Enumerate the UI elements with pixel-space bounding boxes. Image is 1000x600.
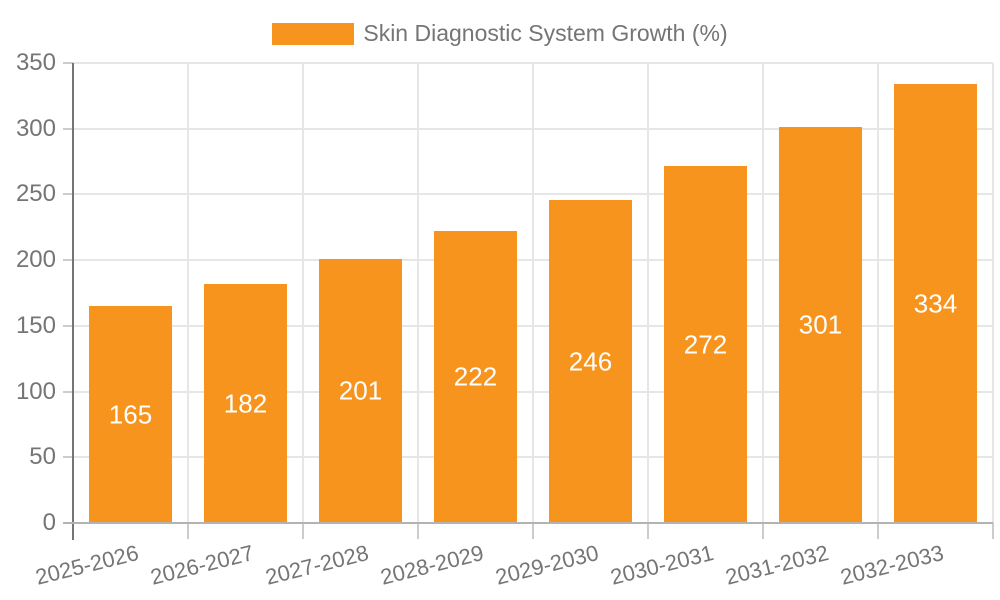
bar-value-label: 272: [683, 329, 728, 359]
v-gridline: [187, 63, 189, 523]
bar-value-label: 222: [453, 361, 498, 392]
legend-swatch-icon: [272, 22, 355, 45]
bar[interactable]: 165: [89, 306, 172, 523]
x-tick: [992, 523, 994, 539]
x-tick-label: 2029-2030: [492, 540, 601, 590]
x-tick: [532, 523, 534, 539]
plot-area: 165 182 201 222 246 272 301 334: [63, 62, 994, 540]
bar[interactable]: 334: [894, 84, 977, 523]
y-tick: [63, 390, 73, 393]
bar-value-label: 201: [338, 375, 383, 406]
x-tick-label: 2030-2031: [607, 540, 716, 590]
y-tick: [63, 62, 73, 64]
bar[interactable]: 301: [779, 127, 862, 523]
y-tick-label: 0: [42, 509, 56, 536]
y-tick: [63, 193, 73, 196]
y-tick-label: 200: [15, 246, 56, 274]
x-tick: [302, 523, 304, 539]
x-tick-label: 2025-2026: [32, 540, 141, 590]
bar[interactable]: 222: [434, 231, 517, 523]
legend[interactable]: Skin Diagnostic System Growth (%): [0, 20, 1000, 47]
x-tick: [417, 523, 419, 539]
y-tick-label: 250: [15, 180, 56, 208]
y-tick-label: 100: [15, 377, 56, 405]
v-gridline: [762, 63, 764, 523]
x-axis-line: [63, 522, 993, 524]
x-tick-label: 2026-2027: [147, 540, 256, 590]
x-tick-label: 2027-2028: [262, 540, 371, 590]
y-tick: [63, 127, 73, 130]
y-axis-line: [72, 63, 74, 540]
y-tick-label: 50: [29, 443, 56, 471]
y-tick-label: 300: [15, 114, 56, 142]
y-tick-label: 150: [15, 311, 56, 339]
x-tick: [647, 523, 649, 539]
y-tick: [63, 324, 73, 327]
x-tick: [762, 523, 764, 539]
bar[interactable]: 246: [549, 200, 632, 523]
y-tick-label: 350: [15, 49, 56, 76]
bar-value-label: 182: [223, 388, 268, 418]
v-gridline: [302, 63, 304, 523]
v-gridline: [532, 63, 534, 523]
x-tick-label: 2028-2029: [377, 540, 486, 590]
v-gridline: [992, 63, 994, 523]
x-tick: [877, 523, 879, 539]
bar-value-label: 246: [568, 346, 613, 376]
bar[interactable]: 182: [204, 284, 287, 523]
bar[interactable]: 272: [664, 166, 747, 523]
legend-label: Skin Diagnostic System Growth (%): [363, 20, 728, 46]
x-tick-label: 2031-2032: [722, 540, 831, 590]
v-gridline: [417, 63, 419, 523]
y-tick: [63, 259, 73, 262]
bar-value-label: 334: [913, 288, 958, 318]
bar-value-label: 301: [798, 309, 843, 340]
v-gridline: [877, 63, 879, 523]
x-tick-label: 2032-2033: [837, 540, 946, 590]
y-tick: [63, 456, 73, 459]
x-tick: [187, 523, 189, 539]
bar-value-label: 165: [108, 399, 153, 429]
v-gridline: [647, 63, 649, 523]
bar[interactable]: 201: [319, 259, 402, 523]
